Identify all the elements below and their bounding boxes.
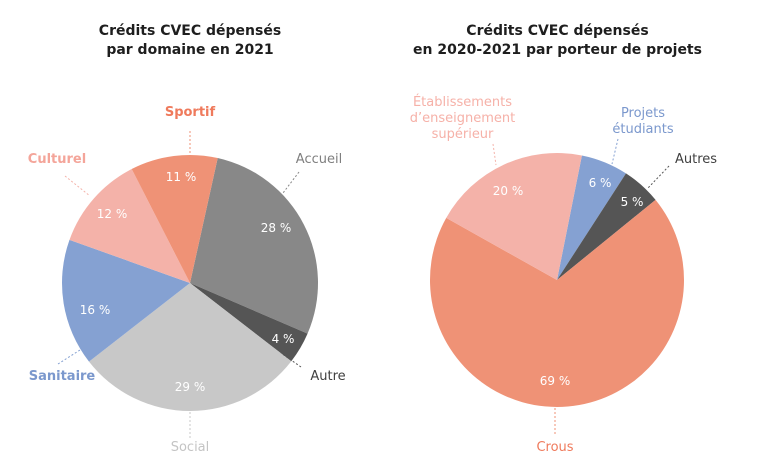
right-pie [429,153,684,407]
left-chart-title: Crédits CVEC dépensés par domaine en 202… [60,22,320,60]
pct-label-crous: 69 % [540,374,571,388]
pct-label-projets: 6 % [589,176,612,190]
pie-slice-accueil [190,158,318,334]
legend-label-accueil: Accueil [295,152,343,167]
leader-line-autre [280,352,302,368]
legend-label-autre: Autre [310,369,346,384]
pct-label-sanitaire: 16 % [80,303,111,317]
right-chart-title: Crédits CVEC dépensés en 2020-2021 par p… [400,22,715,60]
pct-label-accueil: 28 % [261,221,292,235]
pie-slice-crous [429,199,684,407]
pie-slice-sportif [131,155,218,283]
leader-line-culturel [64,175,91,197]
pie-slice-etablissements [446,153,582,280]
leader-line-accueil [282,171,300,194]
legend-label-social: Social [170,440,210,455]
legend-label-etablissements: Établissements d’enseignement supérieur [405,95,520,143]
projets-line2: étudiants [612,122,674,137]
legend-label-crous: Crous [536,440,574,455]
pct-label-autre: 4 % [272,332,295,346]
left-pie [62,155,318,411]
pct-label-culturel: 12 % [97,207,128,221]
pie-slice-projets-etudiants [557,155,626,280]
pie-slice-culturel [69,169,190,283]
legend-label-projets-etudiants: Projets étudiants [603,106,683,138]
pie-slice-autre [190,283,308,362]
pie-slice-autres [557,173,656,280]
left-title-line2: par domaine en 2021 [106,42,274,58]
pct-label-etablissements: 20 % [493,184,524,198]
pct-label-sportif: 11 % [166,170,197,184]
leader-line-projets [611,138,619,165]
left-title-line1: Crédits CVEC dépensés [98,23,282,39]
right-title-line2: en 2020-2021 par porteur de projets [413,42,702,58]
etab-line1: Établissements [412,95,513,110]
legend-label-sanitaire: Sanitaire [28,369,96,384]
projets-line1: Projets [620,106,666,121]
legend-label-culturel: Culturel [27,152,87,167]
pct-label-autres: 5 % [621,195,644,209]
leader-line-etablissements [492,143,497,166]
leader-line-sanitaire [57,349,81,365]
right-title-line1: Crédits CVEC dépensés [466,23,649,39]
leader-line-autres [647,165,670,189]
etab-line2: d’enseignement [409,111,516,126]
legend-label-sportif: Sportif [164,105,216,120]
pct-label-social: 29 % [175,380,206,394]
etab-line3: supérieur [431,127,494,142]
pie-slice-social [88,283,292,411]
legend-label-autres: Autres [674,152,718,167]
pie-slice-sanitaire [62,239,191,362]
